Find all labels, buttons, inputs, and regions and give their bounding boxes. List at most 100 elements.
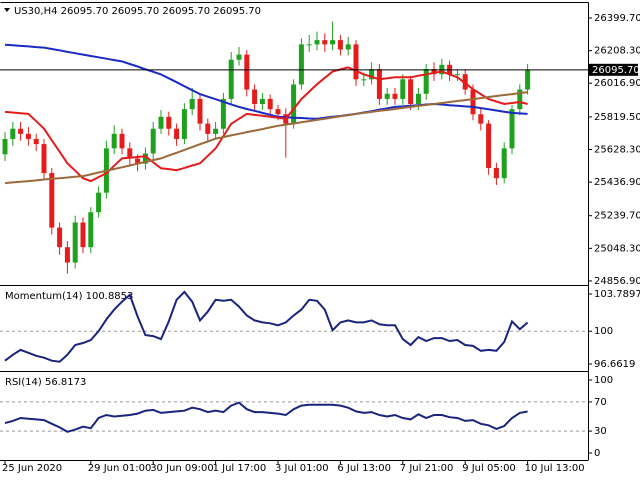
candle-body <box>49 173 55 228</box>
candle-body <box>150 128 156 154</box>
y-tick-label: 30 <box>594 426 607 437</box>
indicator-title: RSI(14) 56.8173 <box>5 377 86 388</box>
candle-body <box>267 98 273 110</box>
y-tick-label: 103.7897 <box>594 289 640 300</box>
y-tick-label: 100 <box>594 326 613 337</box>
candle-body <box>166 116 172 129</box>
y-tick-label: 25048.30 <box>594 243 640 254</box>
y-tick-label: 26016.90 <box>594 78 640 89</box>
candle-body <box>353 44 359 80</box>
candle-body <box>517 89 523 110</box>
price-label-box <box>588 63 638 76</box>
candle-body <box>174 128 180 139</box>
y-tick-label: 100 <box>594 375 613 386</box>
moving-average <box>4 91 528 185</box>
x-tick-label: 9 Jul 05:00 <box>462 463 516 474</box>
moving-average <box>4 43 528 120</box>
x-tick-label: 6 Jul 13:00 <box>337 463 391 474</box>
y-tick-label: 25628.30 <box>594 144 640 155</box>
candle-body <box>376 69 382 99</box>
chart-title: US30,H4 26095.70 26095.70 26095.70 26095… <box>14 6 261 17</box>
candle-body <box>80 222 86 248</box>
candle-body <box>197 98 203 124</box>
indicator-line <box>4 290 529 363</box>
candle-body <box>509 109 515 149</box>
moving-average <box>4 66 528 183</box>
candle-body <box>408 79 414 105</box>
candle-body <box>462 74 468 90</box>
candle-body <box>88 212 94 248</box>
x-tick-label: 1 Jul 17:00 <box>213 463 267 474</box>
candle-body <box>111 133 117 149</box>
price-label: 26095.70 <box>592 65 640 76</box>
candle-body <box>275 109 281 115</box>
candle-body <box>314 40 320 45</box>
y-tick-label: 25819.50 <box>594 112 640 123</box>
candle-body <box>384 93 390 99</box>
indicator-line <box>4 401 528 433</box>
candle-body <box>72 222 78 263</box>
candle-body <box>220 98 226 129</box>
candle-body <box>454 74 460 76</box>
candle-body <box>158 116 164 129</box>
candle-body <box>135 158 141 164</box>
y-tick-label: 26399.70 <box>594 13 640 24</box>
y-tick-label: 96.6619 <box>594 359 635 370</box>
x-tick-label: 29 Jun 01:00 <box>88 463 152 474</box>
candle-body <box>2 138 8 155</box>
y-tick-label: 0 <box>594 448 600 459</box>
candle-body <box>478 114 484 124</box>
candle-body <box>96 192 102 213</box>
indicator-title: Momentum(14) 100.8853 <box>5 291 133 302</box>
y-tick-label: 26208.30 <box>594 46 640 57</box>
candle-body <box>423 69 429 94</box>
y-tick-label: 25239.70 <box>594 211 640 222</box>
candle-body <box>322 40 328 45</box>
candle-body <box>228 59 234 99</box>
candle-body <box>345 44 351 50</box>
candle-body <box>470 89 476 115</box>
candle-body <box>25 133 31 139</box>
candle-body <box>337 40 343 50</box>
candle-body <box>291 84 297 124</box>
y-tick-label: 25436.90 <box>594 177 640 188</box>
candle-body <box>392 93 398 99</box>
candle-body <box>431 69 437 75</box>
candle-body <box>205 123 211 134</box>
candle-body <box>330 40 336 45</box>
candle-body <box>369 69 375 80</box>
candle-body <box>415 93 421 105</box>
candle-body <box>486 123 492 168</box>
candle-body <box>33 138 39 145</box>
candle-body <box>236 54 242 60</box>
candle-body <box>252 89 258 105</box>
candle-body <box>10 128 16 139</box>
candle-body <box>57 227 63 248</box>
x-tick-label: 30 Jun 09:00 <box>150 463 214 474</box>
candle-body <box>41 144 47 174</box>
y-tick-label: 70 <box>594 397 607 408</box>
candle-body <box>127 148 133 159</box>
candle-body <box>18 128 24 134</box>
menu-triangle <box>4 8 10 12</box>
candle-body <box>244 54 250 90</box>
candle-body <box>298 44 304 85</box>
candle-body <box>259 98 265 105</box>
candle-body <box>119 133 125 149</box>
candle-body <box>142 153 148 164</box>
candle-body <box>493 167 499 179</box>
x-tick-label: 3 Jul 01:00 <box>275 463 329 474</box>
candle-body <box>306 44 312 46</box>
candle-body <box>189 98 195 110</box>
candle-body <box>501 148 507 179</box>
x-tick-label: 25 Jun 2020 <box>2 463 62 474</box>
candle-body <box>361 79 367 81</box>
y-tick-label: 24856.90 <box>594 276 640 287</box>
candle-body <box>525 69 531 90</box>
candle-body <box>213 128 219 134</box>
candle-body <box>64 247 70 263</box>
x-tick-label: 7 Jul 21:00 <box>400 463 454 474</box>
candle-body <box>181 109 187 139</box>
